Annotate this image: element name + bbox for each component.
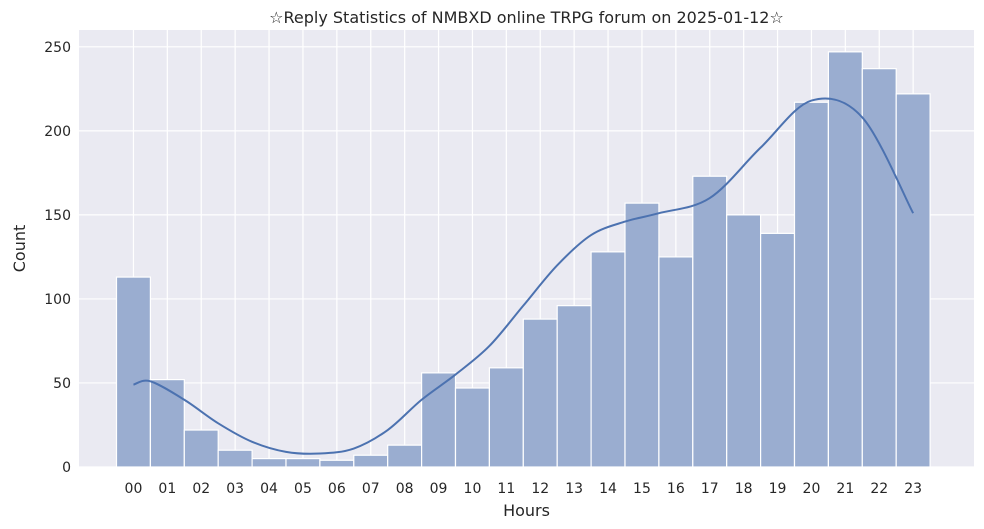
x-tick-label: 06 <box>328 481 346 497</box>
x-tick-label: 14 <box>599 481 617 497</box>
x-tick-label: 13 <box>565 481 583 497</box>
x-tick-label: 20 <box>803 481 821 497</box>
bar-12 <box>522 318 558 468</box>
y-axis-label: Count <box>10 225 29 273</box>
bar-19 <box>759 232 796 468</box>
x-tick-label: 17 <box>701 481 719 497</box>
y-tick-label: 150 <box>44 208 71 224</box>
x-axis-label: Hours <box>503 501 550 520</box>
bar-15 <box>624 202 660 468</box>
bar-23 <box>895 93 931 468</box>
bar-02 <box>183 429 219 468</box>
x-tick-label: 12 <box>531 481 549 497</box>
x-tick-label: 15 <box>633 481 651 497</box>
bar-01 <box>149 379 185 468</box>
x-tick-label: 23 <box>904 481 922 497</box>
x-tick-label: 18 <box>735 481 753 497</box>
bar-22 <box>861 68 897 468</box>
x-tick-label: 22 <box>870 481 888 497</box>
y-tick-label: 200 <box>44 124 71 140</box>
bar-17 <box>692 175 728 468</box>
bar-09 <box>421 372 457 468</box>
bar-16 <box>658 256 694 468</box>
y-axis-ticks: 0 50 100 150 200 250 <box>44 40 71 476</box>
bar-10 <box>454 387 491 468</box>
x-tick-label: 03 <box>226 481 244 497</box>
x-tick-label: 11 <box>497 481 515 497</box>
bar-04 <box>251 457 287 468</box>
bar-08 <box>387 444 423 468</box>
x-tick-label: 00 <box>125 481 143 497</box>
x-tick-label: 05 <box>294 481 312 497</box>
kde-curve <box>133 97 915 455</box>
bars <box>115 51 931 468</box>
y-tick-label: 250 <box>44 40 71 56</box>
bar-20 <box>793 101 830 468</box>
chart-title: ☆Reply Statistics of NMBXD online TRPG f… <box>269 8 784 27</box>
x-tick-label: 08 <box>396 481 414 497</box>
x-tick-label: 04 <box>260 481 278 497</box>
x-tick-label: 09 <box>430 481 448 497</box>
x-tick-label: 07 <box>362 481 380 497</box>
bar-06 <box>319 459 355 468</box>
y-tick-label: 0 <box>62 460 71 476</box>
bar-03 <box>217 449 253 468</box>
y-tick-label: 50 <box>53 376 71 392</box>
bar-07 <box>353 454 389 468</box>
x-tick-label: 10 <box>464 481 482 497</box>
x-tick-label: 01 <box>158 481 176 497</box>
x-tick-label: 16 <box>667 481 685 497</box>
bar-05 <box>285 457 321 468</box>
x-tick-label: 21 <box>836 481 854 497</box>
bar-21 <box>827 51 863 468</box>
y-tick-label: 100 <box>44 292 71 308</box>
x-tick-label: 19 <box>769 481 787 497</box>
x-tick-label: 02 <box>192 481 210 497</box>
x-axis-ticks: 00 01 02 03 04 05 06 07 08 09 10 11 12 13 14 15 16 17 18 19… <box>125 481 923 497</box>
bar-14 <box>590 251 626 468</box>
bar-13 <box>556 305 592 468</box>
bar-18 <box>726 214 762 468</box>
bar-00 <box>115 276 152 468</box>
bar-11 <box>488 367 524 468</box>
